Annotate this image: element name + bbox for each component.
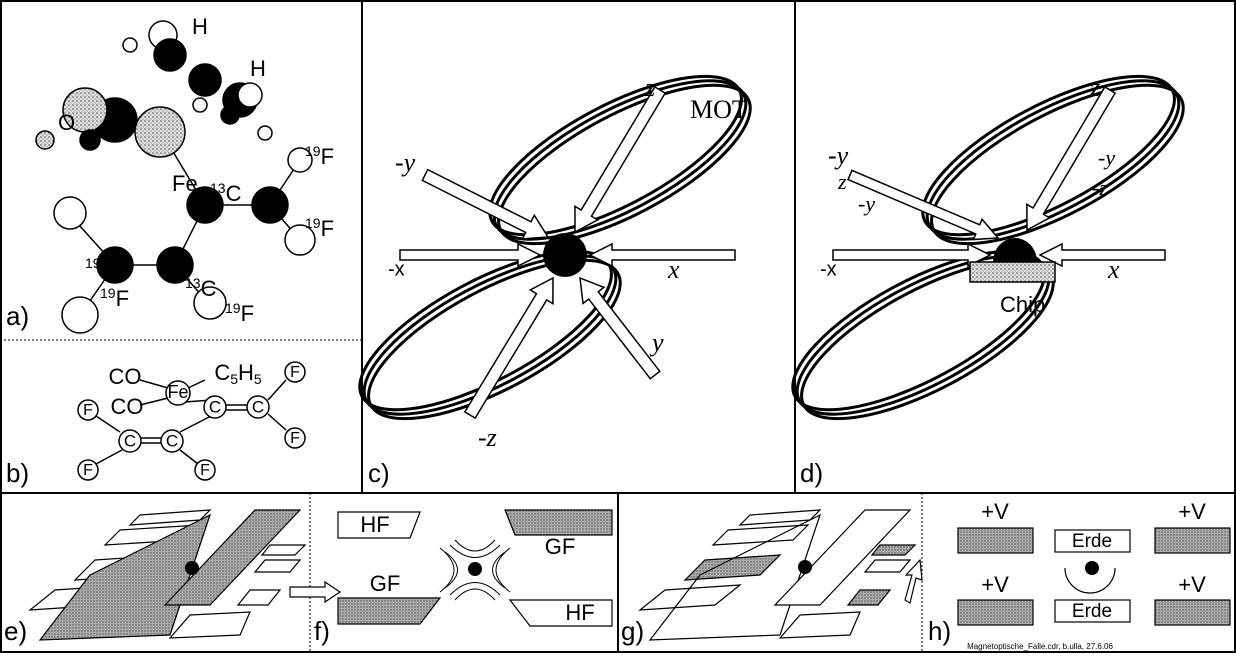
panel-label: b) (6, 458, 29, 488)
trap-centers (185, 560, 1099, 576)
axis-label: z (837, 169, 847, 194)
beam-arrow (422, 170, 548, 239)
cp-ligand: C5H5 (214, 360, 262, 387)
axis-label: x (667, 255, 680, 284)
panel-label: c) (368, 458, 390, 488)
trap-label: GF (545, 534, 576, 559)
coils (339, 46, 1205, 450)
axis-label: -z (1092, 175, 1108, 200)
coil-wire (906, 50, 1200, 270)
carbon: C (252, 397, 264, 416)
arrows (400, 87, 1165, 418)
axis-label: -y (858, 191, 875, 216)
carbon: C (209, 397, 221, 416)
ligand: CO (111, 394, 144, 419)
electrode-label: +V (981, 572, 1009, 597)
beam-arrow (590, 244, 735, 266)
footer: Magnetoptische_Falle.cdr, b.ulla, 27.6.0… (967, 642, 1113, 651)
panel-label: g) (621, 616, 644, 646)
isotope: 19F (85, 255, 114, 281)
axis-label: -y (395, 148, 416, 177)
axis-label: x (1107, 255, 1120, 284)
electrode-label: Erde (1072, 531, 1112, 552)
axis-label: -x (820, 258, 837, 280)
title: MOT (690, 95, 748, 124)
ligand: CO (109, 364, 142, 389)
atom-label: H (250, 56, 266, 81)
coil-wire (477, 55, 771, 275)
atom-cloud (543, 233, 587, 277)
panel-label: h) (928, 616, 951, 646)
fluorine: F (290, 430, 300, 447)
axis-label: -y (1098, 145, 1115, 170)
trap-label: GF (370, 571, 401, 596)
panel-label: f) (314, 616, 330, 646)
electrode-label: +V (1178, 572, 1206, 597)
axis-label: z (1089, 73, 1100, 102)
axis-label: -z (478, 423, 497, 452)
carbon: C (124, 431, 136, 450)
fluorine: F (83, 462, 93, 479)
isotope: 19F (100, 285, 129, 311)
axis-label: y (649, 328, 664, 357)
electrode-label: +V (1178, 499, 1206, 524)
beam-arrow (400, 244, 540, 266)
trap-label: HF (360, 512, 389, 537)
coil-wire (902, 46, 1196, 266)
chip-label: Chip (1000, 292, 1045, 317)
structure-labels: CO CO Fe C5H5 C C C C F F F F F (83, 360, 300, 479)
fluorine: F (83, 402, 93, 419)
isotope: 19F (225, 300, 254, 326)
atom-label: O (58, 110, 75, 135)
trap-label: HF (565, 600, 594, 625)
fluorine: F (200, 462, 210, 479)
fluorine: F (290, 364, 300, 381)
electrode-label: +V (981, 499, 1009, 524)
beam-arrow (465, 278, 553, 418)
figure: O H H Fe 13C 13C 19F 19F 19F 19F 19F CO … (0, 0, 1236, 653)
coil-wire (910, 55, 1204, 275)
panel-label: a) (6, 301, 29, 331)
axis-label: z (644, 73, 655, 102)
isotope: 13C (185, 275, 217, 301)
panel-label: d) (800, 458, 823, 488)
metal: Fe (167, 382, 188, 402)
axis-label: -x (388, 258, 405, 280)
electrode-label: Erde (1072, 601, 1112, 622)
atom-label: Fe (172, 171, 198, 196)
axis-label: -y (828, 141, 849, 170)
chip (970, 262, 1055, 282)
atom-cloud (993, 238, 1037, 262)
beam-arrow (1040, 244, 1165, 266)
carbon: C (166, 431, 178, 450)
atom-label: H (192, 14, 208, 39)
panel-label: e) (4, 616, 27, 646)
